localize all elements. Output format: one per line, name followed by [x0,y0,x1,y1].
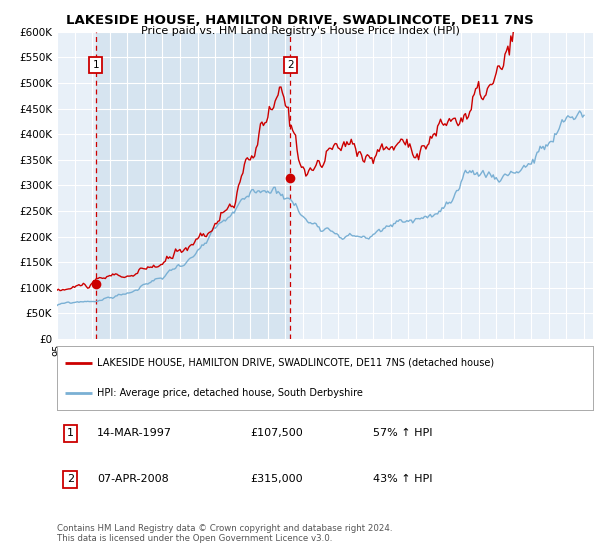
Text: 43% ↑ HPI: 43% ↑ HPI [373,474,433,484]
Text: LAKESIDE HOUSE, HAMILTON DRIVE, SWADLINCOTE, DE11 7NS (detached house): LAKESIDE HOUSE, HAMILTON DRIVE, SWADLINC… [97,358,494,368]
Text: 2: 2 [287,60,293,70]
Text: 1: 1 [67,428,74,438]
Text: 1: 1 [92,60,99,70]
Text: 57% ↑ HPI: 57% ↑ HPI [373,428,433,438]
Text: £107,500: £107,500 [250,428,302,438]
Text: LAKESIDE HOUSE, HAMILTON DRIVE, SWADLINCOTE, DE11 7NS: LAKESIDE HOUSE, HAMILTON DRIVE, SWADLINC… [66,14,534,27]
Text: £315,000: £315,000 [250,474,302,484]
Text: 2: 2 [67,474,74,484]
Text: 07-APR-2008: 07-APR-2008 [97,474,169,484]
Text: Contains HM Land Registry data © Crown copyright and database right 2024.
This d: Contains HM Land Registry data © Crown c… [57,524,392,543]
Bar [95,32,290,339]
Text: Price paid vs. HM Land Registry's House Price Index (HPI): Price paid vs. HM Land Registry's House … [140,26,460,36]
Text: HPI: Average price, detached house, South Derbyshire: HPI: Average price, detached house, Sout… [97,388,363,398]
Text: 14-MAR-1997: 14-MAR-1997 [97,428,172,438]
